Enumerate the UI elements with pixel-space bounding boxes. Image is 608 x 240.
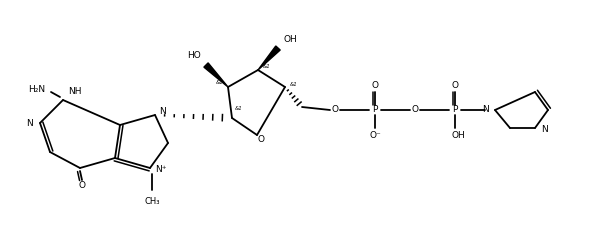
Text: CH₃: CH₃ — [144, 197, 160, 206]
Text: O: O — [331, 106, 339, 114]
Polygon shape — [258, 46, 280, 70]
Text: N⁺: N⁺ — [155, 164, 167, 174]
Text: O: O — [452, 80, 458, 90]
Text: N: N — [541, 126, 548, 134]
Polygon shape — [204, 63, 228, 87]
Text: NH: NH — [68, 86, 81, 96]
Text: N: N — [26, 119, 33, 127]
Text: N: N — [482, 106, 489, 114]
Text: O: O — [78, 180, 86, 190]
Text: P: P — [372, 106, 378, 114]
Text: P: P — [452, 106, 458, 114]
Text: &1: &1 — [215, 79, 223, 84]
Text: HO: HO — [187, 52, 201, 60]
Text: &1: &1 — [235, 106, 243, 110]
Text: H₂N: H₂N — [28, 85, 45, 95]
Text: OH: OH — [451, 131, 465, 139]
Text: O: O — [258, 136, 264, 144]
Text: &1: &1 — [263, 65, 271, 70]
Text: O⁻: O⁻ — [369, 131, 381, 139]
Text: O: O — [371, 80, 379, 90]
Text: &1: &1 — [290, 82, 298, 86]
Text: N: N — [159, 108, 166, 116]
Text: OH: OH — [284, 35, 298, 43]
Text: O: O — [412, 106, 418, 114]
